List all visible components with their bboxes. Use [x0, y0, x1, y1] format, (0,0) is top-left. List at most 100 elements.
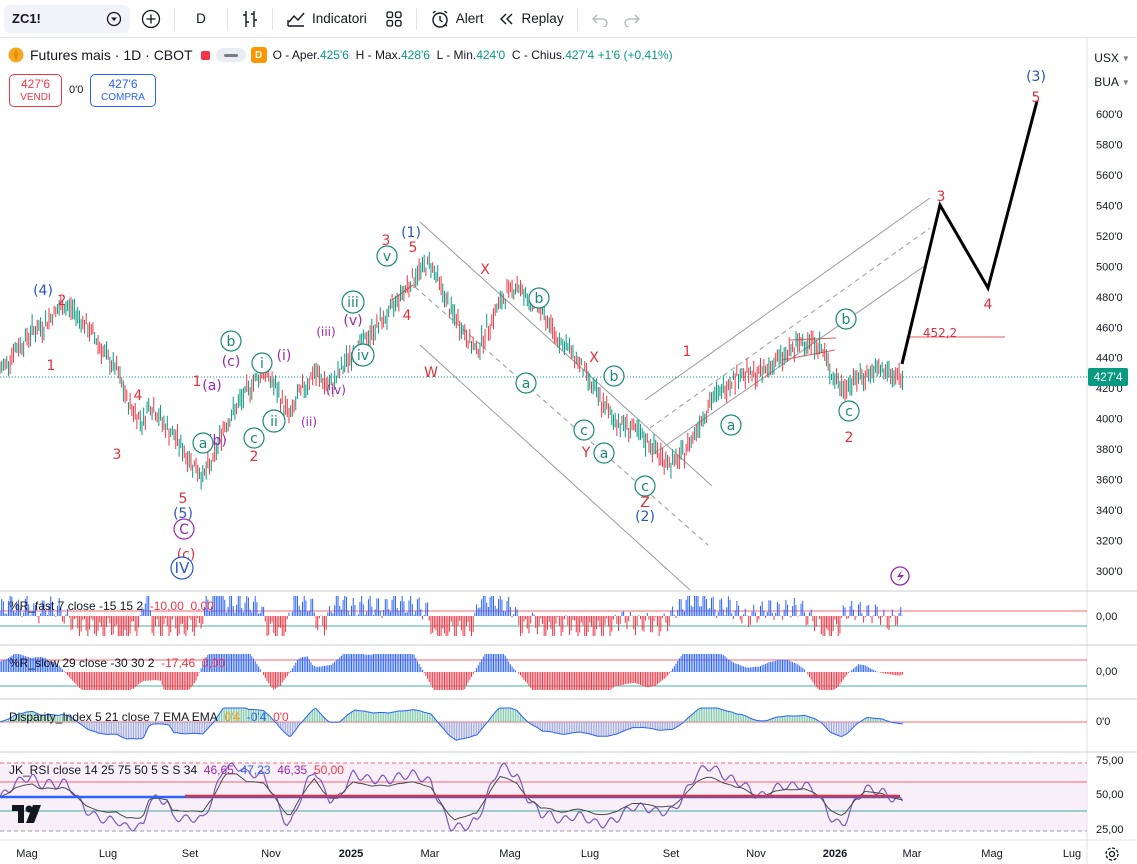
- wave-label-circle: [243, 427, 265, 449]
- wave-label-circle: [838, 400, 860, 422]
- price-tick-label: 400'0: [1096, 414, 1123, 426]
- wave-label-circle: [376, 245, 398, 267]
- indicator-label-disparity[interactable]: Disparity_Index 5 21 close 7 EMA EMA 0'4…: [9, 710, 289, 724]
- time-tick-label: Nov: [746, 848, 766, 860]
- wave-label: 2: [250, 449, 259, 465]
- indicators-button[interactable]: Indicatori: [279, 5, 374, 33]
- undo-button[interactable]: [584, 5, 616, 33]
- toolbar-divider: [174, 7, 175, 30]
- wave-label: 3: [113, 447, 122, 463]
- time-tick-label: Mar: [903, 848, 922, 860]
- wave-label: X: [589, 350, 599, 366]
- time-tick-label: Lug: [581, 848, 599, 860]
- wave-label: c: [580, 423, 588, 439]
- wave-label: (a): [202, 378, 222, 394]
- price-tick-label: 540'0: [1096, 200, 1123, 212]
- indicator-label-rfast[interactable]: %R_fast 7 close -15 15 2 -10,00 0,00: [9, 599, 214, 613]
- wave-label: 3: [382, 233, 391, 249]
- sell-button[interactable]: 427'6 VENDI: [9, 74, 62, 107]
- symbol-text: ZC1!: [12, 11, 41, 26]
- lightning-icon[interactable]: [890, 566, 910, 586]
- buy-button[interactable]: 427'6 COMPRA: [90, 74, 156, 107]
- wave-label: (2): [635, 509, 655, 525]
- wave-label: 4: [403, 308, 412, 324]
- time-tick-label: Mag: [16, 848, 37, 860]
- wave-label: (c): [222, 354, 241, 370]
- indicators-icon: [287, 12, 305, 27]
- spread-value: 0'0: [69, 84, 84, 96]
- wave-label: (v): [343, 313, 362, 329]
- wave-label: Z: [640, 495, 650, 511]
- wave-label: (iv): [326, 383, 346, 397]
- layouts-button[interactable]: [378, 5, 410, 33]
- wave-label: 2: [845, 430, 854, 446]
- price-tick-label: 300'0: [1096, 566, 1123, 578]
- wave-label-circle: [528, 287, 550, 309]
- wave-label: b: [227, 334, 236, 350]
- wave-label-circle: [515, 372, 537, 394]
- flag-icon[interactable]: [200, 50, 210, 60]
- gear-icon[interactable]: [1104, 846, 1120, 864]
- wave-label: 1: [683, 344, 692, 360]
- wave-label: i: [260, 356, 264, 372]
- rsi-axis-label-25: 25,00: [1096, 824, 1124, 836]
- time-tick-label: Set: [663, 848, 680, 860]
- price-tick-label: 500'0: [1096, 261, 1123, 273]
- price-tick-label: 580'0: [1096, 139, 1123, 151]
- wave-label-circle: [603, 365, 625, 387]
- redo-icon: [623, 14, 640, 27]
- wave-label: (i): [277, 348, 292, 364]
- indicators-label: Indicatori: [312, 11, 367, 26]
- alert-button[interactable]: Alert: [423, 5, 491, 33]
- replay-button[interactable]: Replay: [491, 5, 571, 33]
- interval-button[interactable]: D: [181, 5, 221, 33]
- wave-label-circle: [220, 330, 242, 352]
- wave-label: 2: [58, 293, 67, 309]
- wave-label: X: [480, 262, 490, 278]
- wave-label: W: [424, 365, 438, 381]
- indicator-label-rsi[interactable]: JK_RSI close 14 25 75 50 5 S S 34 46,65 …: [9, 763, 344, 777]
- time-tick-label: Lug: [99, 848, 117, 860]
- chart-canvas[interactable]: 600'0580'0560'0540'0520'0500'0480'0460'0…: [0, 38, 1137, 864]
- time-tick-label: Mag: [981, 848, 1002, 860]
- wave-label: 5: [409, 240, 418, 256]
- toolbar-divider: [272, 7, 273, 30]
- wave-label-circle: [341, 290, 365, 314]
- wave-label: 1: [193, 374, 202, 390]
- wave-label: iii: [347, 295, 359, 311]
- wave-label: Y: [581, 445, 591, 461]
- wave-label-circle: [720, 414, 742, 436]
- wave-label: b: [535, 291, 544, 307]
- rfast-axis-label: 0,00: [1096, 611, 1118, 623]
- wave-label: c: [250, 431, 258, 447]
- rsi-axis-label-75: 75,00: [1096, 755, 1124, 767]
- wave-label: (ii): [301, 415, 317, 429]
- symbol-search[interactable]: ZC1!: [4, 4, 130, 33]
- wave-label-circle: [593, 442, 615, 464]
- visibility-toggle[interactable]: [215, 48, 246, 62]
- corn-icon: [8, 47, 24, 63]
- plus-circle-icon: [141, 9, 161, 28]
- wave-label: (iii): [316, 325, 335, 339]
- rsi-axis-label-50: 50,00: [1096, 789, 1124, 801]
- price-bars: [0, 251, 903, 490]
- tradingview-logo[interactable]: [12, 805, 44, 828]
- chart-type-button[interactable]: [234, 5, 266, 33]
- time-axis-ticks: Mag Lug Set Nov 2025 Mar Mag Lug Set Nov 2026 Mar Ma…: [16, 848, 1081, 860]
- compare-icon[interactable]: [106, 11, 122, 30]
- currency-select[interactable]: USX ▼: [1094, 51, 1130, 65]
- wave-label-circle: [835, 308, 857, 330]
- unit-select[interactable]: BUA ▼: [1094, 75, 1130, 89]
- price-tick-label: 600'0: [1096, 109, 1123, 121]
- disparity-axis-label: 0'0: [1096, 716, 1111, 728]
- add-symbol-button[interactable]: [134, 5, 168, 33]
- delay-badge: D: [250, 47, 267, 63]
- wave-label: (3): [1026, 69, 1046, 85]
- interval-label: D: [196, 11, 206, 26]
- redo-button[interactable]: [616, 5, 648, 33]
- replay-label: Replay: [521, 11, 564, 26]
- wave-label: 4: [984, 297, 993, 313]
- price-tick-label: 380'0: [1096, 444, 1123, 456]
- indicator-label-rslow[interactable]: %R_slow 29 close -30 30 2 -17,46 0,00: [9, 656, 226, 670]
